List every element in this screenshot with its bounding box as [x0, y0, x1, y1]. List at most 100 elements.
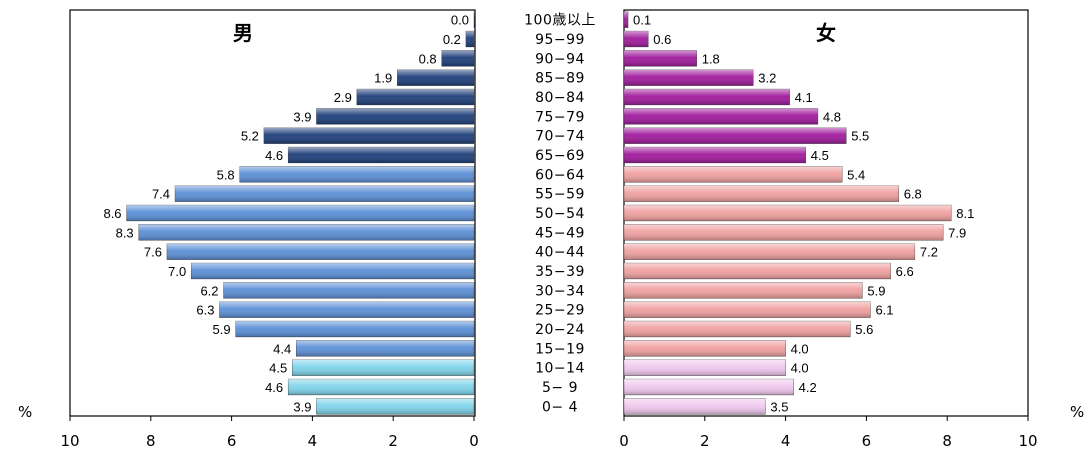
female-bar-shading [624, 243, 915, 260]
female-value-label: 5.6 [855, 322, 873, 337]
age-group-label: 85−89 [535, 71, 585, 87]
left-tick-label: 10 [60, 432, 79, 450]
age-group-label: 10−14 [535, 361, 585, 377]
male-value-label: 6.2 [200, 283, 218, 298]
female-bar-shading [624, 69, 754, 86]
age-group-label: 55−59 [535, 187, 585, 203]
male-value-label: 8.6 [103, 206, 121, 221]
age-group-labels: 100歳以上 95−99 90−94 85−89 80−84 75−79 70−74 65−6… [524, 13, 596, 416]
male-bar-shading [223, 282, 474, 299]
age-group-label: 90−94 [535, 51, 585, 67]
female-value-label: 6.1 [875, 303, 893, 318]
female-bar-shading [624, 127, 847, 144]
right-tick-label: 4 [781, 432, 791, 450]
female-value-label: 0.1 [633, 13, 651, 28]
male-bar-shading [288, 379, 474, 395]
female-bar-shading [624, 321, 851, 337]
male-bar-shading [441, 50, 474, 67]
female-bar-shading [624, 379, 794, 395]
female-value-label: 7.2 [920, 245, 938, 260]
male-value-label: 0.8 [419, 51, 437, 66]
male-bar-shading [397, 69, 474, 86]
age-group-label: 75−79 [535, 109, 585, 125]
male-bar-shading [465, 31, 474, 47]
male-bar-shading [263, 127, 474, 144]
female-value-label: 4.8 [823, 109, 841, 124]
male-plot-frame [69, 9, 476, 417]
left-tick-label: 8 [146, 432, 156, 450]
age-group-label: 100歳以上 [524, 13, 596, 29]
male-bar-shading [356, 89, 474, 105]
female-bar-shading [624, 205, 952, 221]
left-tick-label: 4 [308, 432, 318, 450]
age-group-label: 95−99 [535, 32, 585, 48]
female-bar-shading [624, 11, 629, 28]
female-value-label: 0.6 [653, 32, 671, 47]
female-value-label: 4.1 [795, 90, 813, 105]
female-value-label: 5.9 [867, 283, 885, 298]
female-bar-shading [624, 108, 818, 125]
male-bar-shading [288, 147, 474, 163]
right-unit-label: % [1070, 403, 1084, 421]
female-value-label: 4.2 [799, 380, 817, 395]
female-bar-shading [624, 50, 697, 67]
right-tick-label: 10 [1018, 432, 1037, 450]
male-value-label: 3.9 [293, 109, 311, 124]
female-value-label: 3.5 [770, 399, 788, 414]
female-bar-shading [624, 89, 790, 105]
male-value-label: 7.4 [152, 187, 170, 202]
male-value-label: 7.6 [144, 245, 162, 260]
right-tick-label: 2 [700, 432, 710, 450]
female-bar-shading [624, 147, 806, 163]
male-value-label: 5.2 [241, 129, 259, 144]
male-bar-shading [166, 243, 474, 260]
female-value-label: 1.8 [702, 51, 720, 66]
age-group-label: 45−49 [535, 225, 585, 241]
male-value-label: 2.9 [334, 90, 352, 105]
male-bar-shading [474, 11, 475, 28]
female-bar-shading [624, 185, 899, 202]
age-group-label: 35−39 [535, 264, 585, 280]
male-value-label: 3.9 [293, 399, 311, 414]
male-bar-shading [191, 263, 474, 279]
female-bar-shading [624, 31, 649, 47]
male-value-label: 0.2 [443, 32, 461, 47]
female-value-label: 6.8 [904, 187, 922, 202]
male-bar-shading [219, 301, 474, 318]
male-bar-shading [316, 108, 474, 125]
male-value-label: 1.9 [374, 71, 392, 86]
male-bar-shading [316, 398, 474, 415]
female-bar-shading [624, 340, 786, 357]
female-value-label: 5.4 [847, 167, 865, 182]
female-series-title: 女 [816, 21, 836, 45]
male-value-label: 4.6 [265, 380, 283, 395]
male-bar-shading [239, 166, 474, 183]
age-group-label: 15−19 [535, 341, 585, 357]
male-value-label: 4.4 [273, 341, 291, 356]
age-group-label: 5− 9 [542, 380, 578, 396]
left-tick-label: 6 [227, 432, 237, 450]
female-bar-shading [624, 224, 944, 241]
male-bar-shading [292, 359, 474, 376]
female-value-label: 8.1 [956, 206, 974, 221]
age-group-label: 60−64 [535, 167, 585, 183]
age-group-label: 70−74 [535, 129, 585, 145]
male-panel: 0.0 0.2 0.8 1.9 2.9 3.9 5.2 4.6 5.8 7.4 8.6 8.3 7.6 7… [18, 9, 479, 450]
male-bar-shading [126, 205, 474, 221]
male-value-label: 4.5 [269, 361, 287, 376]
female-value-label: 6.6 [896, 264, 914, 279]
male-bar-shading [235, 321, 474, 337]
age-group-label: 80−84 [535, 90, 585, 106]
female-bar-shading [624, 398, 766, 415]
male-bar-shading [296, 340, 474, 357]
female-value-label: 4.0 [791, 361, 809, 376]
age-group-label: 0− 4 [542, 399, 578, 415]
age-group-label: 65−69 [535, 148, 585, 164]
male-value-label: 6.3 [196, 303, 214, 318]
female-value-label: 3.2 [758, 71, 776, 86]
female-panel: 0.10.6 1.8 3.2 4.1 4.8 5.5 4.5 5.4 6.8 8.1 7.9 7.2 6… [619, 9, 1084, 450]
age-group-label: 50−54 [535, 206, 585, 222]
left-tick-label: 2 [388, 432, 398, 450]
right-tick-label: 8 [942, 432, 952, 450]
female-value-label: 4.0 [791, 341, 809, 356]
